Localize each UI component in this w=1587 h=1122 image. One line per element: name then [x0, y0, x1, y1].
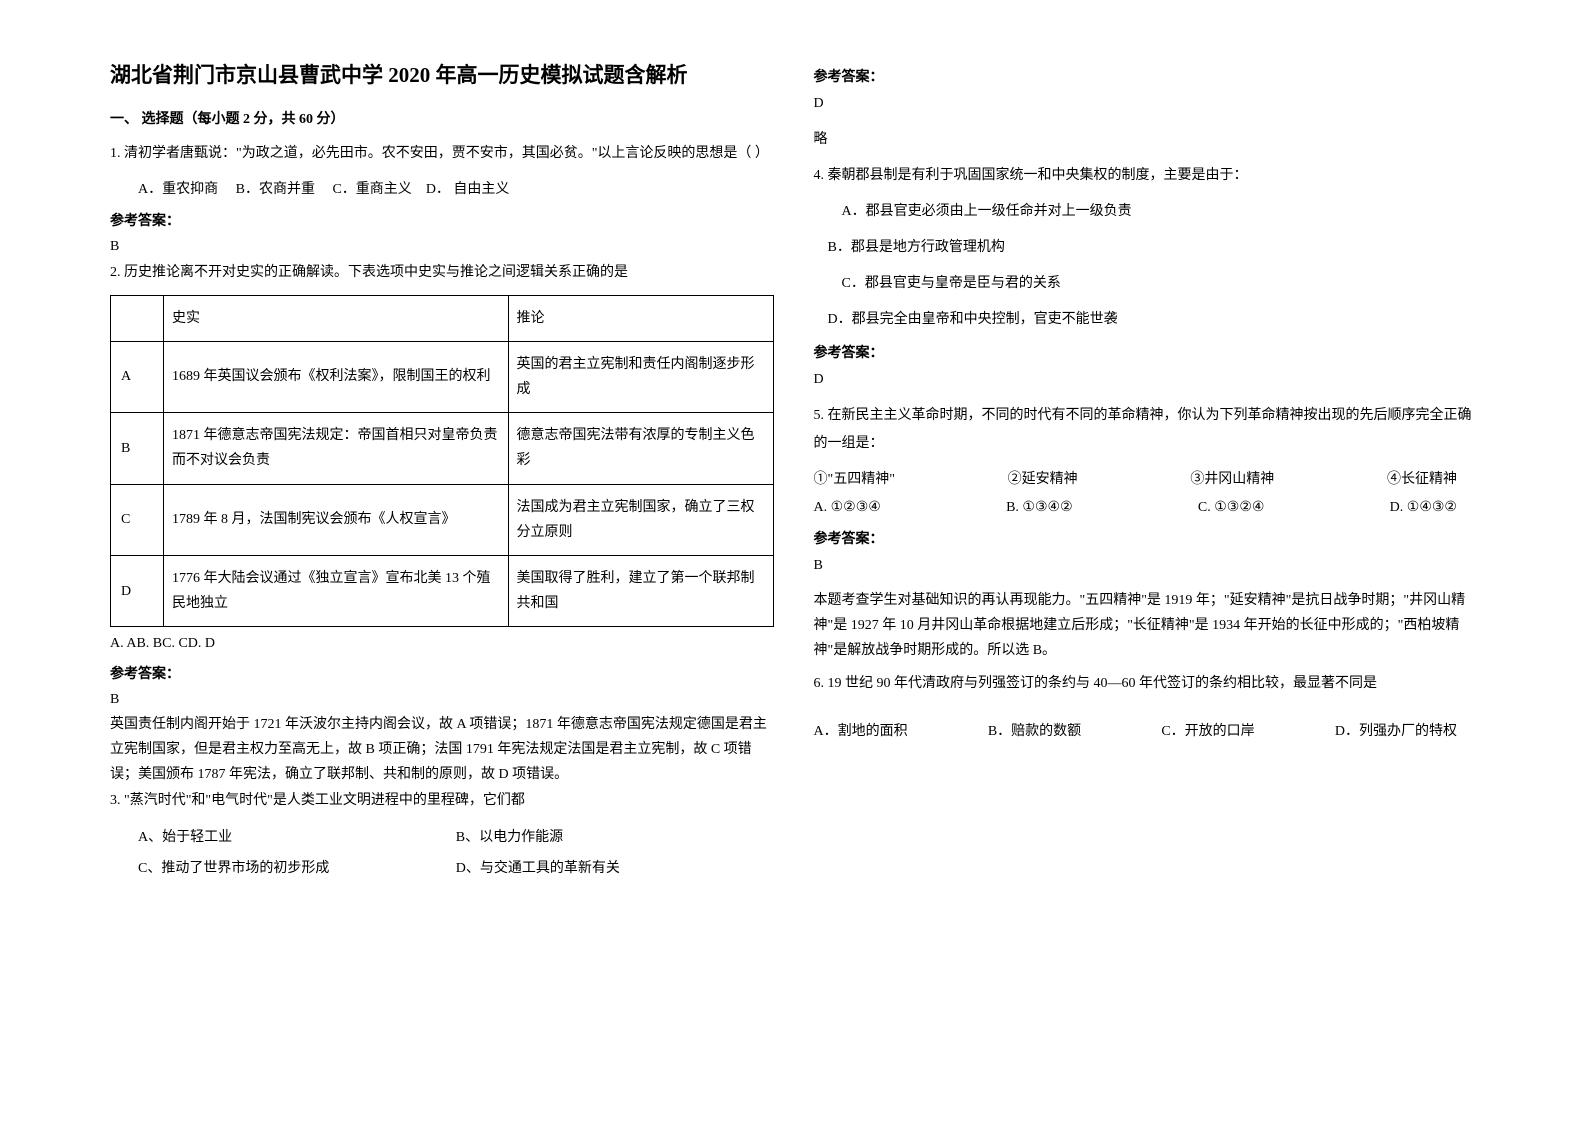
- q2-explanation: 英国责任制内阁开始于 1721 年沃波尔主持内阁会议，故 A 项错误；1871 …: [110, 712, 774, 788]
- table-row: D 1776 年大陆会议通过《独立宣言》宣布北美 13 个殖民地独立 美国取得了…: [111, 556, 774, 627]
- row-label: C: [111, 484, 164, 555]
- row-infer: 德意志帝国宪法带有浓厚的专制主义色彩: [508, 413, 773, 484]
- q1-text: 1. 清初学者唐甄说："为政之道，必先田市。农不安田，贾不安市，其国必贫。"以上…: [110, 140, 774, 168]
- q6-options: A．割地的面积 B．赔款的数额 C．开放的口岸 D．列强办厂的特权: [814, 718, 1478, 746]
- q6-text: 6. 19 世纪 90 年代清政府与列强签订的条约与 40—60 年代签订的条约…: [814, 670, 1478, 698]
- q4-answer-label: 参考答案：: [814, 342, 1478, 362]
- row-infer: 英国的君主立宪制和责任内阁制逐步形成: [508, 341, 773, 412]
- q5-answer: B: [814, 552, 1478, 580]
- q4-answer: D: [814, 366, 1478, 394]
- row-fact: 1689 年英国议会颁布《权利法案》，限制国王的权利: [164, 341, 509, 412]
- row-fact: 1871 年德意志帝国宪法规定：帝国首相只对皇帝负责而不对议会负责: [164, 413, 509, 484]
- q3-opt-d: D、与交通工具的革新有关: [456, 854, 774, 885]
- row-label: D: [111, 556, 164, 627]
- q1-opt-c: C．重商主义: [332, 182, 411, 197]
- q3-answer: D: [814, 90, 1478, 118]
- q6-opt-c: C．开放的口岸: [1161, 718, 1254, 746]
- q4-opt-b: B．郡县是地方行政管理机构: [814, 234, 1478, 262]
- q6-opt-a: A．割地的面积: [814, 718, 908, 746]
- table-blank-cell: [111, 295, 164, 341]
- right-column: 参考答案： D 略 4. 秦朝郡县制是有利于巩固国家统一和中央集权的制度，主要是…: [794, 60, 1498, 1082]
- q4-text: 4. 秦朝郡县制是有利于巩固国家统一和中央集权的制度，主要是由于：: [814, 162, 1478, 190]
- row-infer: 法国成为君主立宪制国家，确立了三权分立原则: [508, 484, 773, 555]
- q5-opt-d: D. ①④③②: [1390, 494, 1457, 522]
- q5-opt-a: A. ①②③④: [814, 494, 881, 522]
- q3-explanation: 略: [814, 126, 1478, 154]
- q2-answer: B: [110, 687, 774, 712]
- q2-table: 史实 推论 A 1689 年英国议会颁布《权利法案》，限制国王的权利 英国的君主…: [110, 295, 774, 628]
- q5-text: 5. 在新民主主义革命时期，不同的时代有不同的革命精神，你认为下列革命精神按出现…: [814, 402, 1478, 458]
- q1-answer-label: 参考答案：: [110, 210, 774, 230]
- q3-opt-b: B、以电力作能源: [456, 823, 774, 854]
- q3-opt-c: C、推动了世界市场的初步形成: [138, 854, 456, 885]
- q5-options: A. ①②③④ B. ①③④② C. ①③②④ D. ①④③②: [814, 494, 1478, 522]
- q4-opt-d: D．郡县完全由皇帝和中央控制，官吏不能世袭: [814, 306, 1478, 334]
- q6-opt-b: B．赔款的数额: [988, 718, 1081, 746]
- document-title: 湖北省荆门市京山县曹武中学 2020 年高一历史模拟试题含解析: [110, 60, 774, 92]
- q3-options-row2: C、推动了世界市场的初步形成 D、与交通工具的革新有关: [110, 854, 774, 885]
- row-label: A: [111, 341, 164, 412]
- spacer: [814, 706, 1478, 718]
- table-header-row: 史实 推论: [111, 295, 774, 341]
- q5-s3: ③井冈山精神: [1190, 466, 1274, 494]
- q5-answer-label: 参考答案：: [814, 528, 1478, 548]
- q2-answer-label: 参考答案：: [110, 663, 774, 683]
- q5-opt-b: B. ①③④②: [1006, 494, 1073, 522]
- q4-opt-c: C．郡县官吏与皇帝是臣与君的关系: [814, 270, 1478, 298]
- row-fact: 1776 年大陆会议通过《独立宣言》宣布北美 13 个殖民地独立: [164, 556, 509, 627]
- q2-options: A. AB. BC. CD. D: [110, 631, 774, 656]
- section-header: 一、 选择题（每小题 2 分，共 60 分）: [110, 108, 774, 128]
- q1-opt-b: B．农商并重: [236, 182, 315, 197]
- q3-options-row1: A、始于轻工业 B、以电力作能源: [110, 823, 774, 854]
- table-row: C 1789 年 8 月，法国制宪议会颁布《人权宣言》 法国成为君主立宪制国家，…: [111, 484, 774, 555]
- row-label: B: [111, 413, 164, 484]
- q5-s4: ④长征精神: [1387, 466, 1457, 494]
- q5-explanation: 本题考查学生对基础知识的再认再现能力。"五四精神"是 1919 年；"延安精神"…: [814, 588, 1478, 664]
- left-column: 湖北省荆门市京山县曹武中学 2020 年高一历史模拟试题含解析 一、 选择题（每…: [90, 60, 794, 1082]
- table-row: B 1871 年德意志帝国宪法规定：帝国首相只对皇帝负责而不对议会负责 德意志帝…: [111, 413, 774, 484]
- q3-answer-label: 参考答案：: [814, 66, 1478, 86]
- q5-opt-c: C. ①③②④: [1198, 494, 1265, 522]
- q3-opt-a: A、始于轻工业: [138, 823, 456, 854]
- q1-answer: B: [110, 234, 774, 259]
- q5-s1: ①"五四精神": [814, 466, 895, 494]
- q1-opt-a: A．重农抑商: [138, 182, 218, 197]
- table-head-infer: 推论: [508, 295, 773, 341]
- table-row: A 1689 年英国议会颁布《权利法案》，限制国王的权利 英国的君主立宪制和责任…: [111, 341, 774, 412]
- q4-opt-a: A．郡县官吏必须由上一级任命并对上一级负责: [814, 198, 1478, 226]
- table-head-fact: 史实: [164, 295, 509, 341]
- q6-opt-d: D．列强办厂的特权: [1335, 718, 1457, 746]
- q1-opt-d: D． 自由主义: [426, 182, 510, 197]
- q5-s2: ②延安精神: [1008, 466, 1078, 494]
- q3-text: 3. "蒸汽时代"和"电气时代"是人类工业文明进程中的里程碑，它们都: [110, 787, 774, 815]
- q1-options: A．重农抑商 B．农商并重 C．重商主义 D． 自由主义: [110, 176, 774, 204]
- q2-text: 2. 历史推论离不开对史实的正确解读。下表选项中史实与推论之间逻辑关系正确的是: [110, 259, 774, 287]
- row-infer: 美国取得了胜利，建立了第一个联邦制共和国: [508, 556, 773, 627]
- row-fact: 1789 年 8 月，法国制宪议会颁布《人权宣言》: [164, 484, 509, 555]
- q5-spirits: ①"五四精神" ②延安精神 ③井冈山精神 ④长征精神: [814, 466, 1478, 494]
